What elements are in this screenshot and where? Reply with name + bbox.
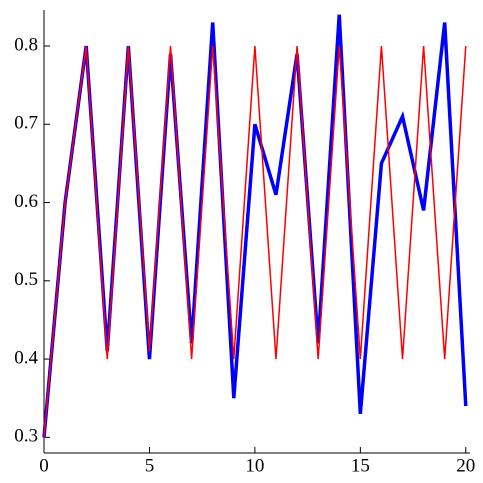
y-tick-label: 0.6	[14, 191, 38, 212]
x-tick-label: 5	[145, 455, 155, 476]
y-tick-label: 0.3	[14, 426, 38, 447]
x-tick-label: 0	[39, 455, 49, 476]
y-tick-label: 0.7	[14, 113, 38, 134]
series-line	[43, 45, 467, 438]
y-tick-label: 0.5	[14, 269, 38, 290]
y-tick-label: 0.4	[14, 347, 38, 368]
x-tick-label: 15	[351, 455, 370, 476]
series-line	[42, 14, 468, 438]
y-tick-label: 0.8	[14, 34, 38, 55]
x-tick-label: 10	[245, 455, 264, 476]
x-tick-label: 20	[456, 455, 475, 476]
